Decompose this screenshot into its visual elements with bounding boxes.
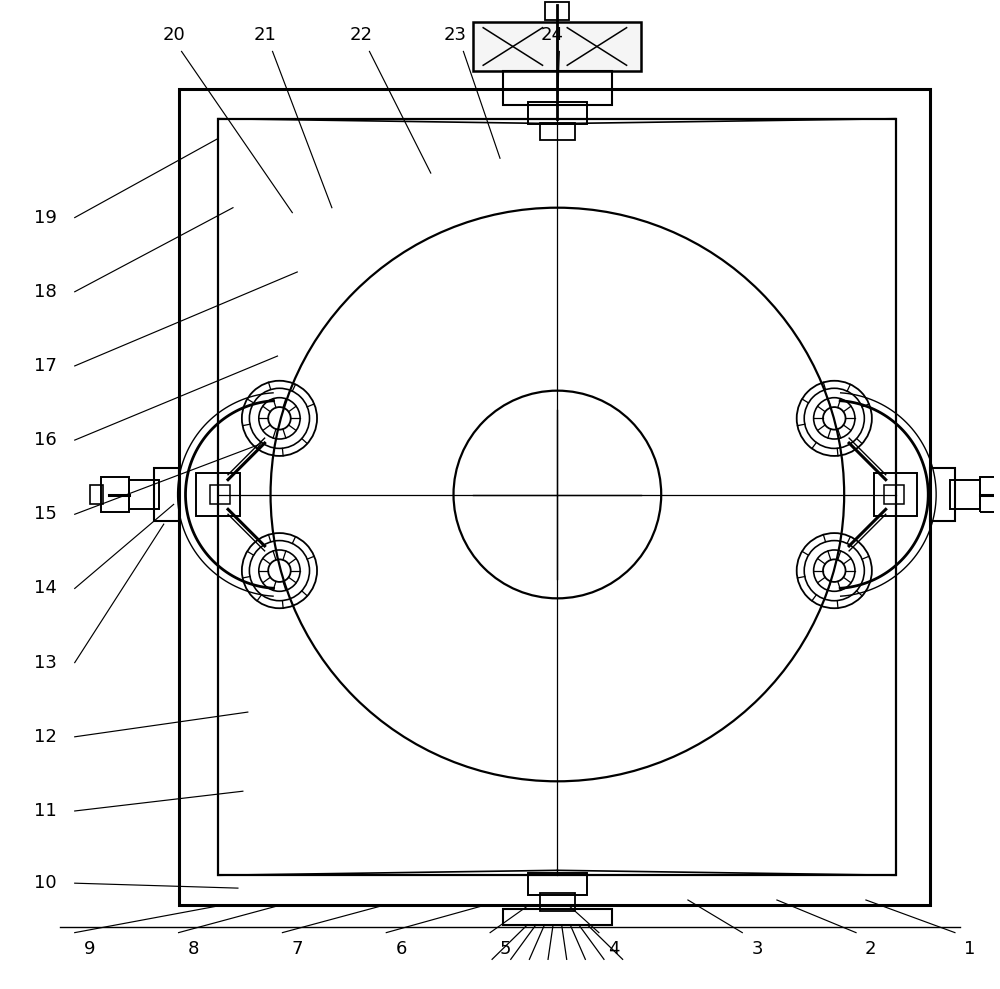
Text: 19: 19 — [34, 209, 56, 226]
Bar — [930, 468, 955, 521]
Text: 22: 22 — [350, 26, 373, 44]
Text: 3: 3 — [751, 941, 763, 958]
Bar — [179, 89, 930, 905]
Text: 9: 9 — [84, 941, 95, 958]
Bar — [528, 102, 587, 124]
Bar — [540, 893, 575, 911]
Text: 24: 24 — [541, 26, 564, 44]
Bar — [980, 477, 1000, 512]
Text: 16: 16 — [34, 431, 56, 449]
Text: 18: 18 — [34, 283, 56, 301]
Text: 17: 17 — [34, 357, 56, 375]
Bar — [101, 477, 129, 512]
Bar — [950, 480, 980, 509]
Text: 14: 14 — [34, 580, 56, 597]
Bar — [196, 473, 240, 516]
Text: 8: 8 — [188, 941, 199, 958]
Text: 5: 5 — [499, 941, 511, 958]
Text: 11: 11 — [34, 802, 56, 820]
Text: 6: 6 — [395, 941, 407, 958]
Text: 2: 2 — [865, 941, 877, 958]
Bar — [528, 873, 587, 895]
Text: 20: 20 — [162, 26, 185, 44]
Bar — [129, 480, 159, 509]
Text: 1: 1 — [964, 941, 975, 958]
Bar — [90, 485, 103, 504]
Text: 13: 13 — [34, 654, 56, 672]
Text: 4: 4 — [608, 941, 619, 958]
Bar — [540, 123, 575, 140]
Bar — [884, 485, 904, 504]
Text: 15: 15 — [34, 505, 56, 523]
Bar — [503, 909, 612, 925]
Text: 23: 23 — [444, 26, 467, 44]
Text: 21: 21 — [253, 26, 276, 44]
Bar — [473, 22, 641, 71]
Text: 12: 12 — [34, 728, 56, 746]
Bar — [210, 485, 230, 504]
Bar — [218, 119, 896, 875]
Text: 7: 7 — [292, 941, 303, 958]
Bar — [154, 468, 179, 521]
Bar — [503, 71, 612, 105]
Bar — [874, 473, 917, 516]
Bar — [545, 2, 569, 20]
Text: 10: 10 — [34, 874, 56, 892]
